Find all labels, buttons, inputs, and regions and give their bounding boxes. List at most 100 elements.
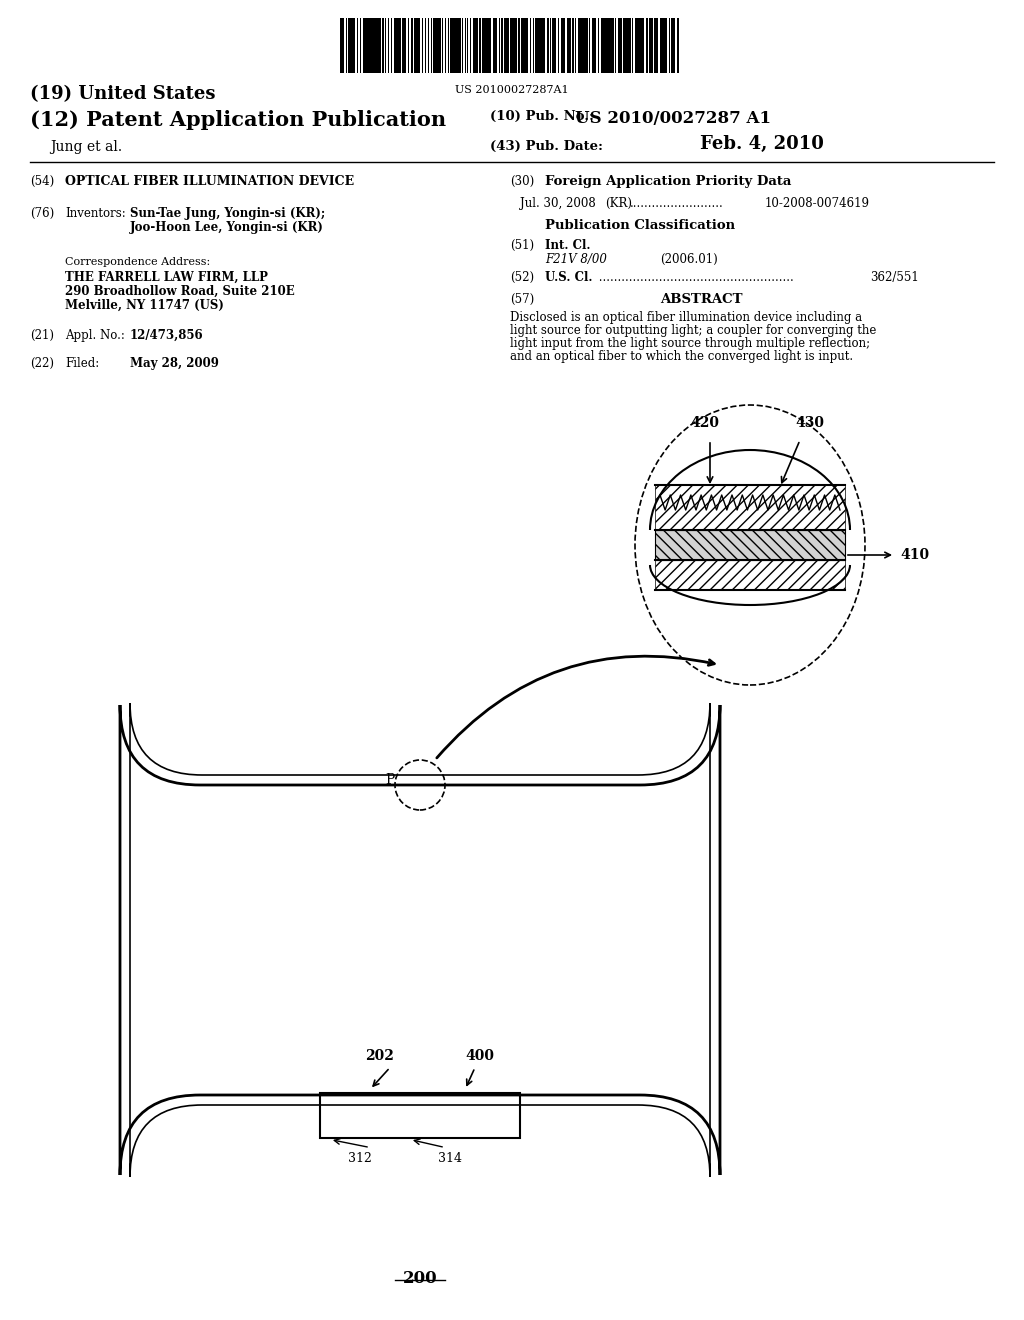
Text: Melville, NY 11747 (US): Melville, NY 11747 (US)	[65, 300, 224, 312]
Text: (22): (22)	[30, 356, 54, 370]
Bar	[451, 18, 455, 73]
Bar	[359, 18, 361, 73]
Text: P: P	[385, 774, 394, 787]
Text: Foreign Application Priority Data: Foreign Application Priority Data	[545, 176, 792, 187]
Text: Jul. 30, 2008: Jul. 30, 2008	[520, 197, 596, 210]
Bar	[399, 18, 401, 73]
Bar	[340, 18, 344, 73]
Text: 12/473,856: 12/473,856	[130, 329, 204, 342]
Text: (2006.01): (2006.01)	[660, 253, 718, 267]
Text: Joo-Hoon Lee, Yongin-si (KR): Joo-Hoon Lee, Yongin-si (KR)	[130, 220, 324, 234]
Bar	[572, 18, 573, 73]
Text: OPTICAL FIBER ILLUMINATION DEVICE: OPTICAL FIBER ILLUMINATION DEVICE	[65, 176, 354, 187]
Bar	[346, 18, 347, 73]
Bar	[600, 18, 603, 73]
Bar	[459, 18, 462, 73]
Text: (52): (52)	[510, 271, 535, 284]
Text: 420: 420	[690, 416, 720, 430]
Text: Publication Classification: Publication Classification	[545, 219, 735, 232]
Bar	[672, 18, 674, 73]
Text: (12) Patent Application Publication: (12) Patent Application Publication	[30, 110, 446, 129]
Bar	[510, 18, 514, 73]
Bar	[383, 18, 384, 73]
Bar	[637, 18, 640, 73]
Text: US 20100027287A1: US 20100027287A1	[456, 84, 568, 95]
Bar	[348, 18, 352, 73]
Bar	[394, 18, 397, 73]
Bar	[362, 18, 367, 73]
Text: Feb. 4, 2010: Feb. 4, 2010	[700, 135, 824, 153]
Bar	[660, 18, 663, 73]
Bar	[319, 1093, 520, 1138]
Bar	[635, 18, 637, 73]
Bar	[524, 18, 526, 73]
Bar	[521, 18, 525, 73]
Text: U.S. Cl.: U.S. Cl.	[545, 271, 593, 284]
Bar	[566, 18, 570, 73]
Text: (51): (51)	[510, 239, 535, 252]
Text: 400: 400	[466, 1048, 495, 1063]
Bar	[629, 18, 632, 73]
Bar	[621, 18, 622, 73]
Bar	[587, 18, 588, 73]
Bar	[646, 18, 648, 73]
Bar	[493, 18, 497, 73]
Bar	[584, 18, 586, 73]
Text: Jung et al.: Jung et al.	[50, 140, 122, 154]
Bar	[626, 18, 629, 73]
Bar	[481, 18, 485, 73]
Bar	[669, 18, 670, 73]
Bar	[456, 18, 460, 73]
Bar	[447, 18, 450, 73]
Bar	[444, 18, 446, 73]
Bar	[513, 18, 517, 73]
Bar	[504, 18, 508, 73]
Text: 410: 410	[900, 548, 929, 562]
Text: THE FARRELL LAW FIRM, LLP: THE FARRELL LAW FIRM, LLP	[65, 271, 268, 284]
Text: (76): (76)	[30, 207, 54, 220]
Bar	[561, 18, 565, 73]
Text: (30): (30)	[510, 176, 535, 187]
Bar	[411, 18, 414, 73]
Text: 202: 202	[366, 1048, 394, 1063]
Text: and an optical fiber to which the converged light is input.: and an optical fiber to which the conver…	[510, 350, 853, 363]
Text: Appl. No.:: Appl. No.:	[65, 329, 125, 342]
Text: (43) Pub. Date:: (43) Pub. Date:	[490, 140, 603, 153]
Bar	[539, 18, 541, 73]
Bar	[677, 18, 679, 73]
Text: (19) United States: (19) United States	[30, 84, 215, 103]
Bar	[377, 18, 381, 73]
Bar	[612, 18, 614, 73]
Bar	[473, 18, 477, 73]
Text: Sun-Tae Jung, Yongin-si (KR);: Sun-Tae Jung, Yongin-si (KR);	[130, 207, 326, 220]
Text: Filed:: Filed:	[65, 356, 99, 370]
Bar	[547, 18, 549, 73]
Bar	[529, 18, 531, 73]
Text: (21): (21)	[30, 329, 54, 342]
Text: US 2010/0027287 A1: US 2010/0027287 A1	[575, 110, 771, 127]
Text: 430: 430	[796, 416, 824, 430]
Bar	[487, 18, 492, 73]
Bar	[663, 18, 667, 73]
Text: 314: 314	[438, 1152, 462, 1166]
Bar	[414, 18, 416, 73]
Bar	[552, 18, 555, 73]
Bar	[581, 18, 585, 73]
Text: Int. Cl.: Int. Cl.	[545, 239, 591, 252]
Text: 312: 312	[348, 1152, 372, 1166]
Text: 290 Broadhollow Road, Suite 210E: 290 Broadhollow Road, Suite 210E	[65, 285, 295, 298]
Text: 362/551: 362/551	[870, 271, 919, 284]
Text: .........................: .........................	[630, 197, 724, 210]
Text: (KR): (KR)	[605, 197, 632, 210]
Text: (10) Pub. No.:: (10) Pub. No.:	[490, 110, 594, 123]
Bar	[624, 18, 627, 73]
Bar	[518, 18, 520, 73]
Bar	[417, 18, 419, 73]
Text: Disclosed is an optical fiber illumination device including a: Disclosed is an optical fiber illuminati…	[510, 312, 862, 323]
Text: May 28, 2009: May 28, 2009	[130, 356, 219, 370]
Text: light source for outputting light; a coupler for converging the: light source for outputting light; a cou…	[510, 323, 877, 337]
Bar	[439, 18, 440, 73]
Bar	[479, 18, 481, 73]
Bar	[374, 18, 378, 73]
Text: F21V 8/00: F21V 8/00	[545, 253, 607, 267]
